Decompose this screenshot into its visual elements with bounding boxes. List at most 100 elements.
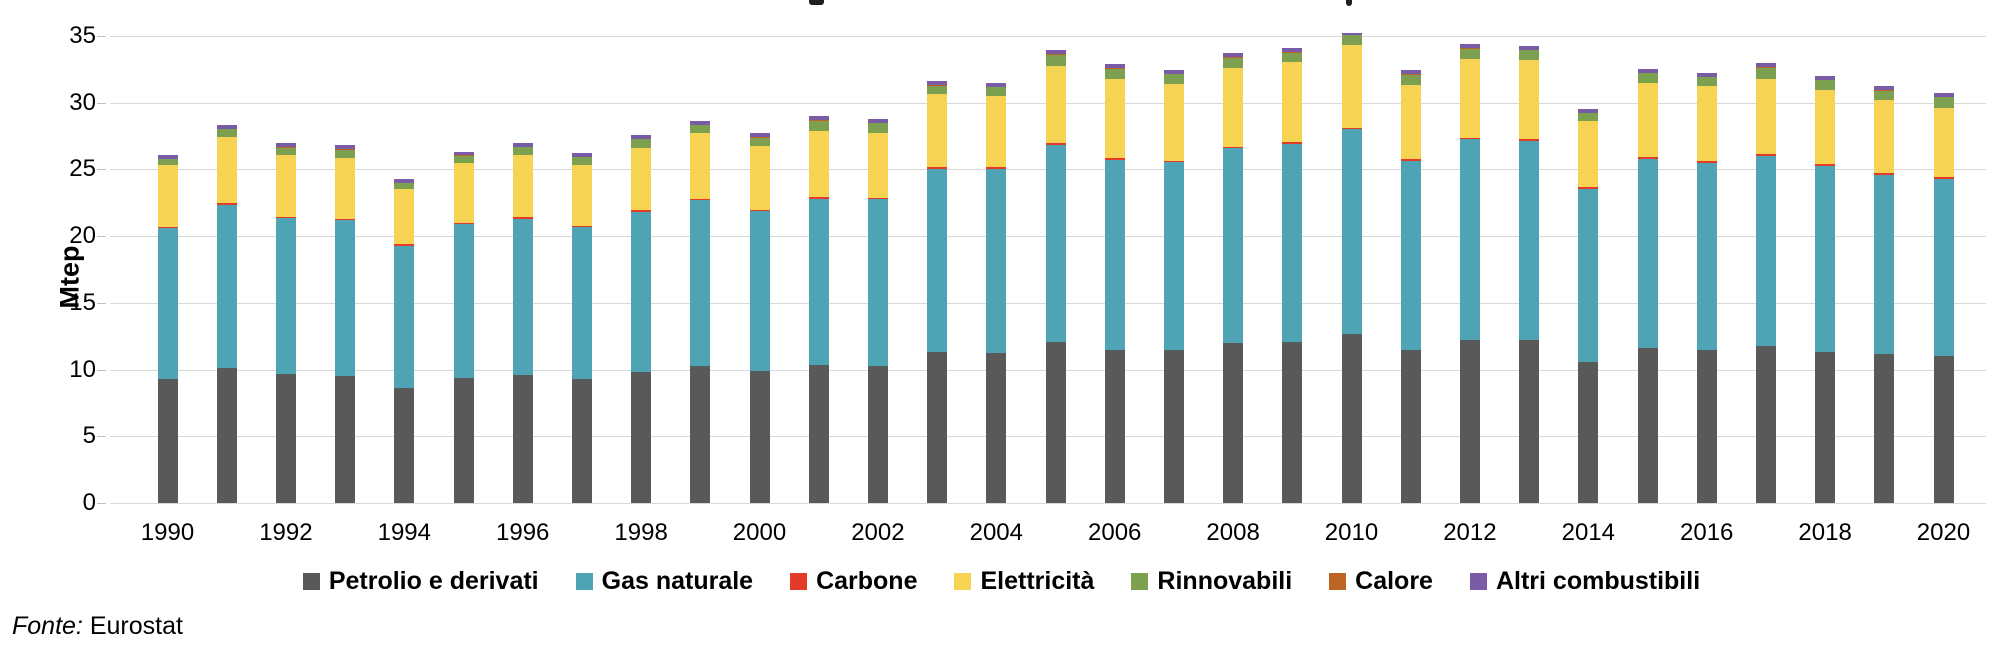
bar-segment-petrolio-e-derivati: [394, 388, 415, 503]
bar-segment-gas-naturale: [867, 199, 888, 366]
bar-segment-altri-combustibili: [1755, 63, 1776, 68]
x-tick-label-2020: 2020: [1916, 519, 1971, 546]
legend-label: Altri combustibili: [1495, 566, 1701, 595]
bar-2005: [1045, 50, 1066, 503]
bar-segment-carbone: [571, 225, 592, 228]
bar-segment-altri-combustibili: [1223, 53, 1244, 58]
bar-segment-altri-combustibili: [867, 119, 888, 123]
bar-segment-carbone: [1874, 173, 1895, 176]
bar-segment-elettricità: [275, 155, 296, 217]
bar-segment-gas-naturale: [157, 228, 178, 379]
bar-segment-elettricità: [690, 133, 711, 199]
bar-segment-carbone: [1045, 143, 1066, 146]
bar-segment-elettricità: [216, 137, 237, 203]
bar-segment-petrolio-e-derivati: [1755, 345, 1776, 503]
x-tick-label-1994: 1994: [377, 519, 431, 546]
bar-segment-carbone: [1578, 186, 1599, 189]
bar-segment-petrolio-e-derivati: [1104, 349, 1125, 503]
bar-segment-petrolio-e-derivati: [986, 352, 1007, 503]
bar-segment-gas-naturale: [335, 220, 356, 376]
bar-segment-rinnovabili: [335, 149, 356, 158]
bar-segment-carbone: [1400, 159, 1421, 162]
bar-segment-rinnovabili: [216, 129, 237, 138]
bar-segment-rinnovabili: [867, 123, 888, 133]
bar-segment-carbone: [453, 222, 474, 225]
bar-segment-carbone: [275, 216, 296, 219]
cropped-title-descender: [809, 0, 824, 5]
bar-segment-rinnovabili: [512, 147, 533, 155]
y-axis-tick: [97, 503, 106, 504]
x-tick-label-2018: 2018: [1798, 519, 1852, 546]
bar-2019: [1874, 86, 1895, 503]
x-tick-label-2016: 2016: [1679, 519, 1734, 546]
legend-label: Gas naturale: [601, 566, 754, 595]
bar-segment-rinnovabili: [1637, 73, 1658, 84]
bar-2015: [1637, 68, 1658, 503]
bar-2000: [749, 133, 770, 503]
bar-segment-gas-naturale: [1400, 161, 1421, 350]
bar-segment-altri-combustibili: [1282, 48, 1303, 53]
y-tick-label-15: 15: [69, 288, 96, 316]
x-tick-label-2008: 2008: [1206, 519, 1260, 546]
bar-segment-rinnovabili: [1933, 97, 1954, 108]
bar-segment-altri-combustibili: [512, 142, 533, 147]
bar-segment-rinnovabili: [1045, 54, 1066, 66]
bar-segment-elettricità: [394, 189, 415, 244]
y-tick-label-20: 20: [69, 222, 96, 250]
bar-segment-elettricità: [1815, 90, 1836, 164]
y-axis-tick: [97, 169, 106, 171]
bar-segment-petrolio-e-derivati: [867, 365, 888, 503]
bar-segment-petrolio-e-derivati: [157, 378, 178, 503]
bar-segment-petrolio-e-derivati: [1578, 362, 1599, 503]
bar-segment-altri-combustibili: [394, 179, 415, 183]
y-axis-tick: [97, 236, 106, 238]
bar-segment-elettricità: [571, 164, 592, 226]
bar-segment-gas-naturale: [1341, 129, 1362, 335]
bar-segment-altri-combustibili: [1459, 44, 1480, 49]
bar-segment-carbone: [512, 217, 533, 219]
bar-2001: [808, 116, 829, 503]
bar-segment-elettricità: [986, 96, 1007, 168]
legend-label: Rinnovabili: [1157, 566, 1293, 595]
bar-segment-gas-naturale: [1163, 162, 1184, 350]
bar-segment-gas-naturale: [631, 212, 652, 372]
bar-segment-elettricità: [631, 147, 652, 211]
bar-segment-elettricità: [1578, 121, 1599, 187]
bar-segment-altri-combustibili: [1815, 75, 1836, 80]
bar-segment-carbone: [808, 197, 829, 199]
bar-segment-carbone: [867, 197, 888, 200]
bar-segment-carbone: [1163, 160, 1184, 163]
bar-segment-petrolio-e-derivati: [1874, 354, 1895, 503]
bar-segment-altri-combustibili: [453, 151, 474, 156]
bar-2020: [1933, 92, 1954, 503]
x-tick-label-1998: 1998: [614, 519, 668, 546]
bar-segment-petrolio-e-derivati: [1696, 349, 1717, 503]
bar-segment-altri-combustibili: [690, 120, 711, 125]
bar-segment-altri-combustibili: [749, 133, 770, 138]
bar-segment-gas-naturale: [1755, 156, 1776, 346]
bar-segment-rinnovabili: [1696, 76, 1717, 87]
bar-segment-altri-combustibili: [1933, 92, 1954, 97]
x-tick-label-1996: 1996: [495, 519, 550, 546]
bar-2017: [1755, 63, 1776, 503]
legend-item-calore: Calore: [1329, 567, 1433, 596]
bar-segment-altri-combustibili: [631, 135, 652, 140]
bar-segment-rinnovabili: [275, 147, 296, 156]
bar-2009: [1282, 48, 1303, 503]
bar-segment-altri-combustibili: [1696, 72, 1717, 77]
bar-segment-elettricità: [1933, 107, 1954, 178]
bar-1995: [453, 151, 474, 503]
bar-segment-altri-combustibili: [1400, 70, 1421, 75]
bar-segment-elettricità: [1696, 86, 1717, 162]
bar-segment-elettricità: [1874, 100, 1895, 174]
source-prefix: Fonte:: [12, 612, 83, 640]
bar-segment-gas-naturale: [1282, 144, 1303, 343]
bar-segment-petrolio-e-derivati: [453, 377, 474, 503]
bar-2010: [1341, 32, 1362, 503]
y-axis-tick: [97, 369, 106, 371]
bar-segment-petrolio-e-derivati: [1637, 348, 1658, 503]
y-tick-label-25: 25: [69, 155, 96, 183]
bar-segment-petrolio-e-derivati: [1815, 351, 1836, 503]
legend-label: Elettricità: [980, 566, 1095, 595]
bar-segment-rinnovabili: [1459, 48, 1480, 59]
